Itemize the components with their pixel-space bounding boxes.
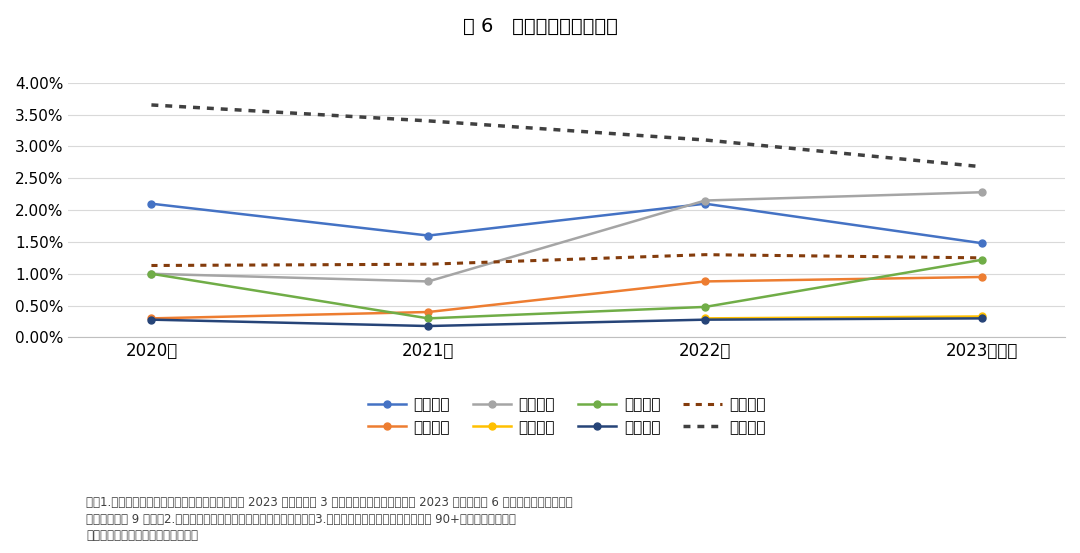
Line: 奔驰租赁: 奔驰租赁: [148, 274, 985, 322]
一汽租赁: [975, 257, 988, 263]
Text: 注：1.奔驰租赁、广汽租赁、先锋租赁、易鑫租赁 2023 年一期数为 3 月末；一汽租赁、智慧租赁 2023 年一期数为 6 月末；安吉租赁和狮桥: 注：1.奔驰租赁、广汽租赁、先锋租赁、易鑫租赁 2023 年一期数为 3 月末；…: [86, 496, 573, 509]
Line: 一汽租赁: 一汽租赁: [148, 256, 985, 322]
狮桥租赁: [699, 252, 712, 258]
广汽租赁: [422, 278, 435, 285]
先锋租赁: [699, 315, 712, 322]
易鑫租赁: [975, 164, 988, 170]
Line: 易鑫租赁: 易鑫租赁: [151, 105, 982, 167]
狮桥租赁: [145, 262, 158, 269]
安吉租赁: [975, 240, 988, 247]
广汽租赁: [145, 270, 158, 277]
狮桥租赁: [422, 261, 435, 268]
安吉租赁: [145, 200, 158, 207]
Legend: 安吉租赁, 奔驰租赁, 广汽租赁, 先锋租赁, 一汽租赁, 智慧租赁, 狮桥租赁, 易鑫租赁: 安吉租赁, 奔驰租赁, 广汽租赁, 先锋租赁, 一汽租赁, 智慧租赁, 狮桥租赁…: [362, 391, 772, 441]
智慧租赁: [422, 323, 435, 330]
Line: 狮桥租赁: 狮桥租赁: [151, 255, 982, 265]
奔驰租赁: [145, 315, 158, 322]
智慧租赁: [699, 316, 712, 323]
安吉租赁: [422, 232, 435, 239]
易鑫租赁: [422, 118, 435, 124]
Line: 智慧租赁: 智慧租赁: [148, 315, 985, 330]
Text: 资料来源：公开资料，联合资信整理: 资料来源：公开资料，联合资信整理: [86, 529, 199, 542]
奔驰租赁: [422, 309, 435, 315]
智慧租赁: [975, 315, 988, 322]
Line: 先锋租赁: 先锋租赁: [702, 313, 985, 322]
易鑫租赁: [145, 102, 158, 108]
一汽租赁: [422, 315, 435, 322]
奔驰租赁: [975, 274, 988, 280]
广汽租赁: [699, 197, 712, 204]
狮桥租赁: [975, 254, 988, 261]
先锋租赁: [975, 313, 988, 320]
安吉租赁: [699, 200, 712, 207]
广汽租赁: [975, 189, 988, 196]
智慧租赁: [145, 316, 158, 323]
Text: 租赁一期数为 9 月末。2.一汽租赁的不良率为零售汽车业务的不良率。3.易鑫租赁未披露不良率，本文采用 90+逾期率作为不良率: 租赁一期数为 9 月末。2.一汽租赁的不良率为零售汽车业务的不良率。3.易鑫租赁…: [86, 513, 516, 525]
易鑫租赁: [699, 137, 712, 143]
一汽租赁: [699, 304, 712, 310]
Line: 安吉租赁: 安吉租赁: [148, 200, 985, 247]
Text: 图 6   样本企业不良率对比: 图 6 样本企业不良率对比: [462, 17, 618, 35]
奔驰租赁: [699, 278, 712, 285]
一汽租赁: [145, 270, 158, 277]
Line: 广汽租赁: 广汽租赁: [148, 189, 985, 285]
